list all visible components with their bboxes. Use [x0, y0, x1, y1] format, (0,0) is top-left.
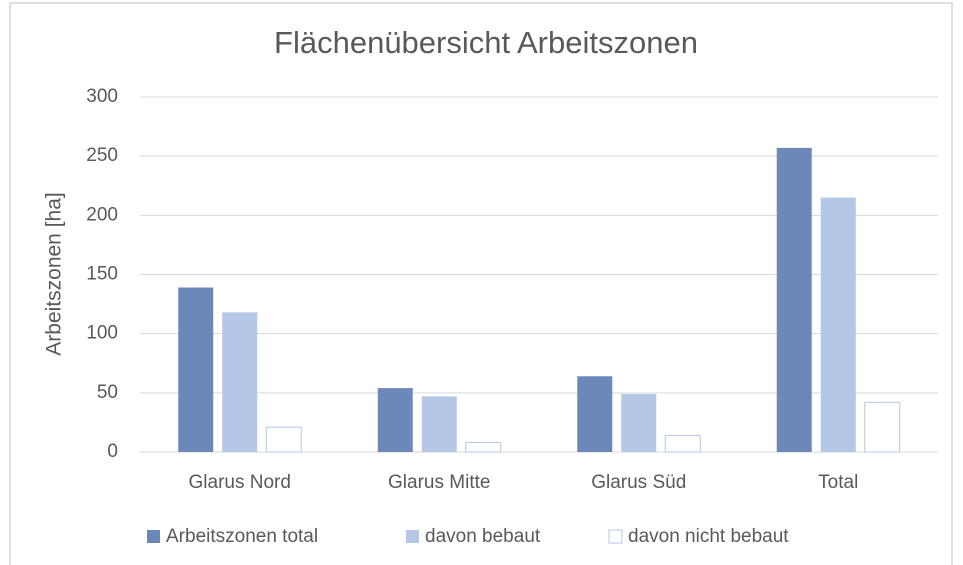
bar: [465, 442, 502, 453]
legend-swatch: [406, 530, 419, 543]
bar: [178, 287, 214, 452]
y-tick-label: 300: [86, 86, 118, 107]
y-axis-label: Arbeitszonen [ha]: [43, 192, 66, 355]
x-tick-label: Glarus Nord: [189, 472, 291, 493]
legend-label: Arbeitszonen total: [166, 526, 318, 547]
bar: [864, 401, 901, 453]
y-tick-label: 150: [86, 264, 118, 285]
legend-swatch: [608, 529, 623, 544]
bar: [820, 197, 856, 452]
y-tick-label: 100: [86, 323, 118, 344]
bar: [265, 426, 302, 453]
legend-swatch: [147, 530, 160, 543]
bar: [222, 312, 258, 452]
bar: [377, 388, 413, 452]
bar: [577, 376, 613, 452]
y-tick-label: 200: [86, 204, 118, 225]
x-tick-label: Glarus Mitte: [388, 472, 490, 493]
bar: [664, 434, 701, 453]
y-tick-label: 250: [86, 145, 118, 166]
legend-label: davon bebaut: [425, 526, 541, 547]
x-tick-label: Total: [818, 472, 858, 493]
bar: [421, 396, 457, 452]
x-tick-label: Glarus Süd: [591, 472, 686, 493]
y-tick-label: 0: [107, 441, 118, 462]
bar: [621, 394, 657, 452]
legend-label: davon nicht bebaut: [628, 526, 789, 547]
chart-title: Flächenübersicht Arbeitszonen: [274, 25, 698, 60]
y-tick-label: 50: [97, 382, 118, 403]
bar: [776, 147, 812, 452]
